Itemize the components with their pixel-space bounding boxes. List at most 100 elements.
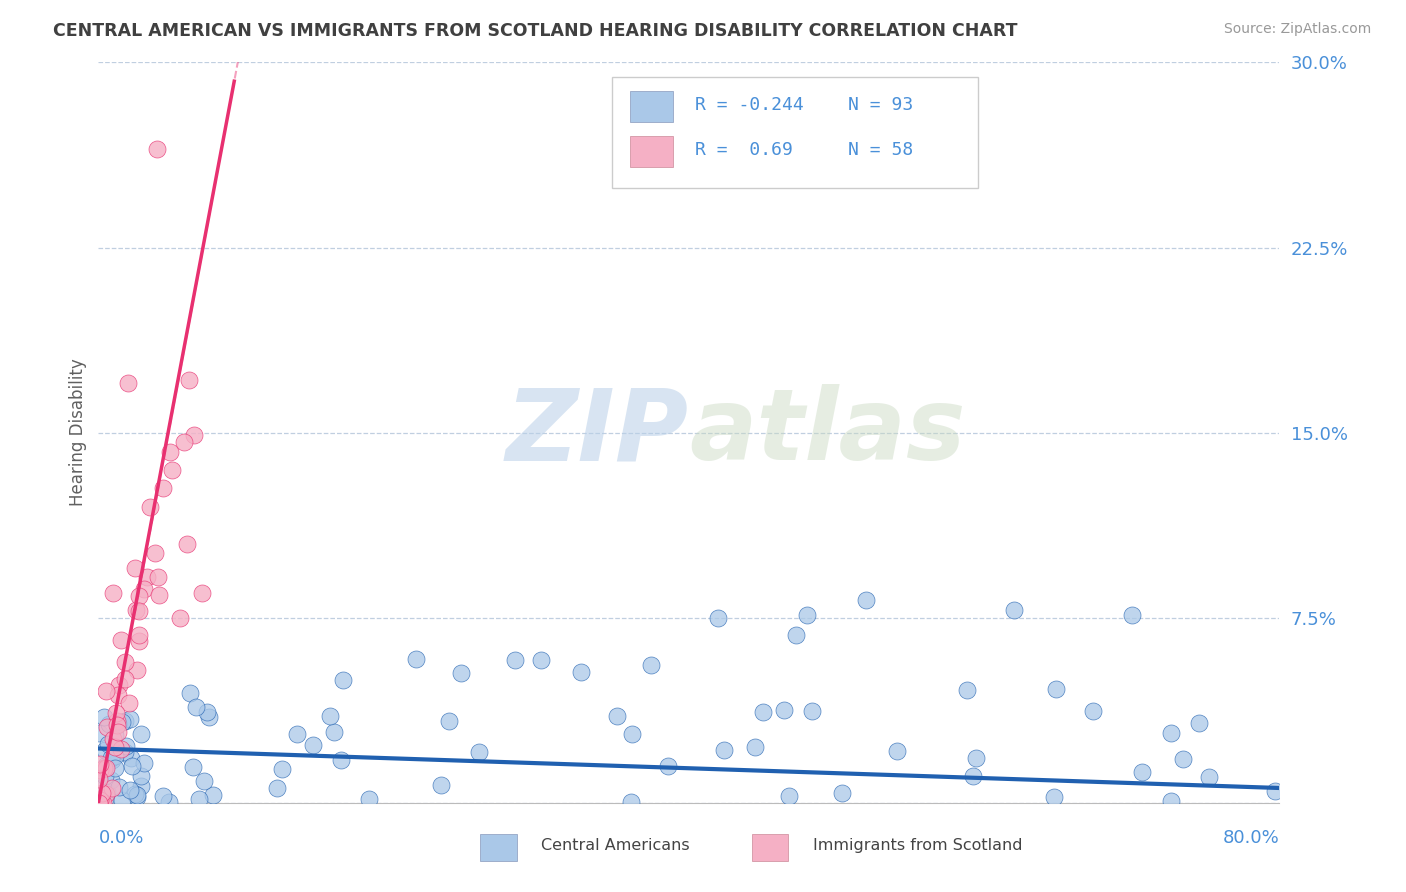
Point	[503, 652, 526, 666]
Point	[114, 714, 136, 728]
Point	[125, 663, 148, 677]
Point	[179, 373, 201, 387]
Point	[187, 791, 209, 805]
Point	[97, 717, 120, 731]
Point	[97, 737, 120, 751]
Point	[114, 655, 136, 669]
Point	[831, 786, 853, 800]
Point	[1081, 704, 1104, 718]
Point	[855, 593, 877, 607]
Point	[1043, 790, 1066, 805]
Point	[128, 589, 150, 603]
Y-axis label: Hearing Disability: Hearing Disability	[69, 359, 87, 507]
Point	[114, 739, 136, 753]
Point	[100, 773, 122, 788]
Point	[118, 712, 141, 726]
Point	[94, 761, 117, 775]
Point	[87, 796, 110, 810]
Point	[107, 725, 129, 739]
Point	[94, 684, 117, 698]
Point	[1264, 783, 1286, 797]
Point	[128, 634, 150, 648]
Text: Immigrants from Scotland: Immigrants from Scotland	[813, 838, 1022, 854]
Point	[107, 717, 129, 731]
Point	[322, 724, 344, 739]
Point	[157, 795, 180, 809]
Point	[285, 727, 308, 741]
Point	[785, 628, 807, 642]
Text: N = 93: N = 93	[848, 96, 914, 114]
Point	[104, 740, 127, 755]
Point	[100, 751, 122, 765]
Point	[193, 773, 215, 788]
Point	[640, 657, 662, 672]
Point	[89, 763, 111, 777]
Point	[94, 743, 117, 757]
Point	[152, 789, 174, 803]
Text: ZIP: ZIP	[506, 384, 689, 481]
Point	[357, 792, 380, 806]
Point	[89, 756, 111, 771]
Point	[620, 795, 643, 809]
Point	[1132, 765, 1154, 780]
Point	[90, 780, 112, 795]
Point	[91, 796, 114, 810]
Point	[90, 796, 112, 810]
Point	[110, 632, 132, 647]
Point	[136, 570, 159, 584]
Point	[128, 628, 150, 642]
Point	[117, 696, 139, 710]
Point	[105, 706, 128, 720]
Text: Central Americans: Central Americans	[541, 838, 690, 854]
Point	[89, 726, 111, 740]
Text: Source: ZipAtlas.com: Source: ZipAtlas.com	[1223, 22, 1371, 37]
Point	[96, 757, 118, 772]
Point	[107, 688, 129, 702]
Point	[962, 769, 984, 783]
Point	[169, 610, 191, 624]
Point	[120, 783, 142, 797]
Point	[152, 481, 174, 495]
Text: R = -0.244: R = -0.244	[695, 96, 804, 114]
Point	[134, 756, 156, 770]
Point	[186, 700, 208, 714]
Point	[93, 710, 115, 724]
Point	[104, 748, 127, 763]
Point	[139, 500, 162, 514]
Point	[124, 561, 146, 575]
Point	[94, 787, 117, 801]
Point	[195, 705, 218, 719]
Point	[128, 604, 150, 618]
Point	[101, 731, 124, 746]
Point	[129, 726, 152, 740]
Text: 0.0%: 0.0%	[98, 829, 143, 847]
Point	[93, 769, 115, 783]
FancyBboxPatch shape	[630, 91, 672, 122]
Point	[1121, 608, 1143, 623]
Point	[176, 536, 198, 550]
Point	[450, 666, 472, 681]
Point	[125, 788, 148, 802]
Point	[159, 445, 181, 459]
Point	[796, 608, 818, 623]
Point	[302, 738, 325, 752]
Point	[90, 796, 112, 810]
Point	[173, 435, 195, 450]
Point	[569, 665, 592, 679]
Point	[134, 582, 156, 596]
Point	[621, 727, 644, 741]
Point	[1171, 752, 1194, 766]
Point	[183, 428, 205, 442]
Point	[110, 741, 132, 756]
Text: R =  0.69: R = 0.69	[695, 141, 793, 159]
Point	[101, 753, 124, 767]
Point	[657, 759, 679, 773]
FancyBboxPatch shape	[752, 834, 789, 861]
FancyBboxPatch shape	[479, 834, 517, 861]
Point	[181, 760, 204, 774]
Point	[405, 652, 427, 666]
Point	[1188, 715, 1211, 730]
Point	[104, 728, 127, 742]
Text: N = 58: N = 58	[848, 141, 914, 159]
Point	[191, 586, 214, 600]
